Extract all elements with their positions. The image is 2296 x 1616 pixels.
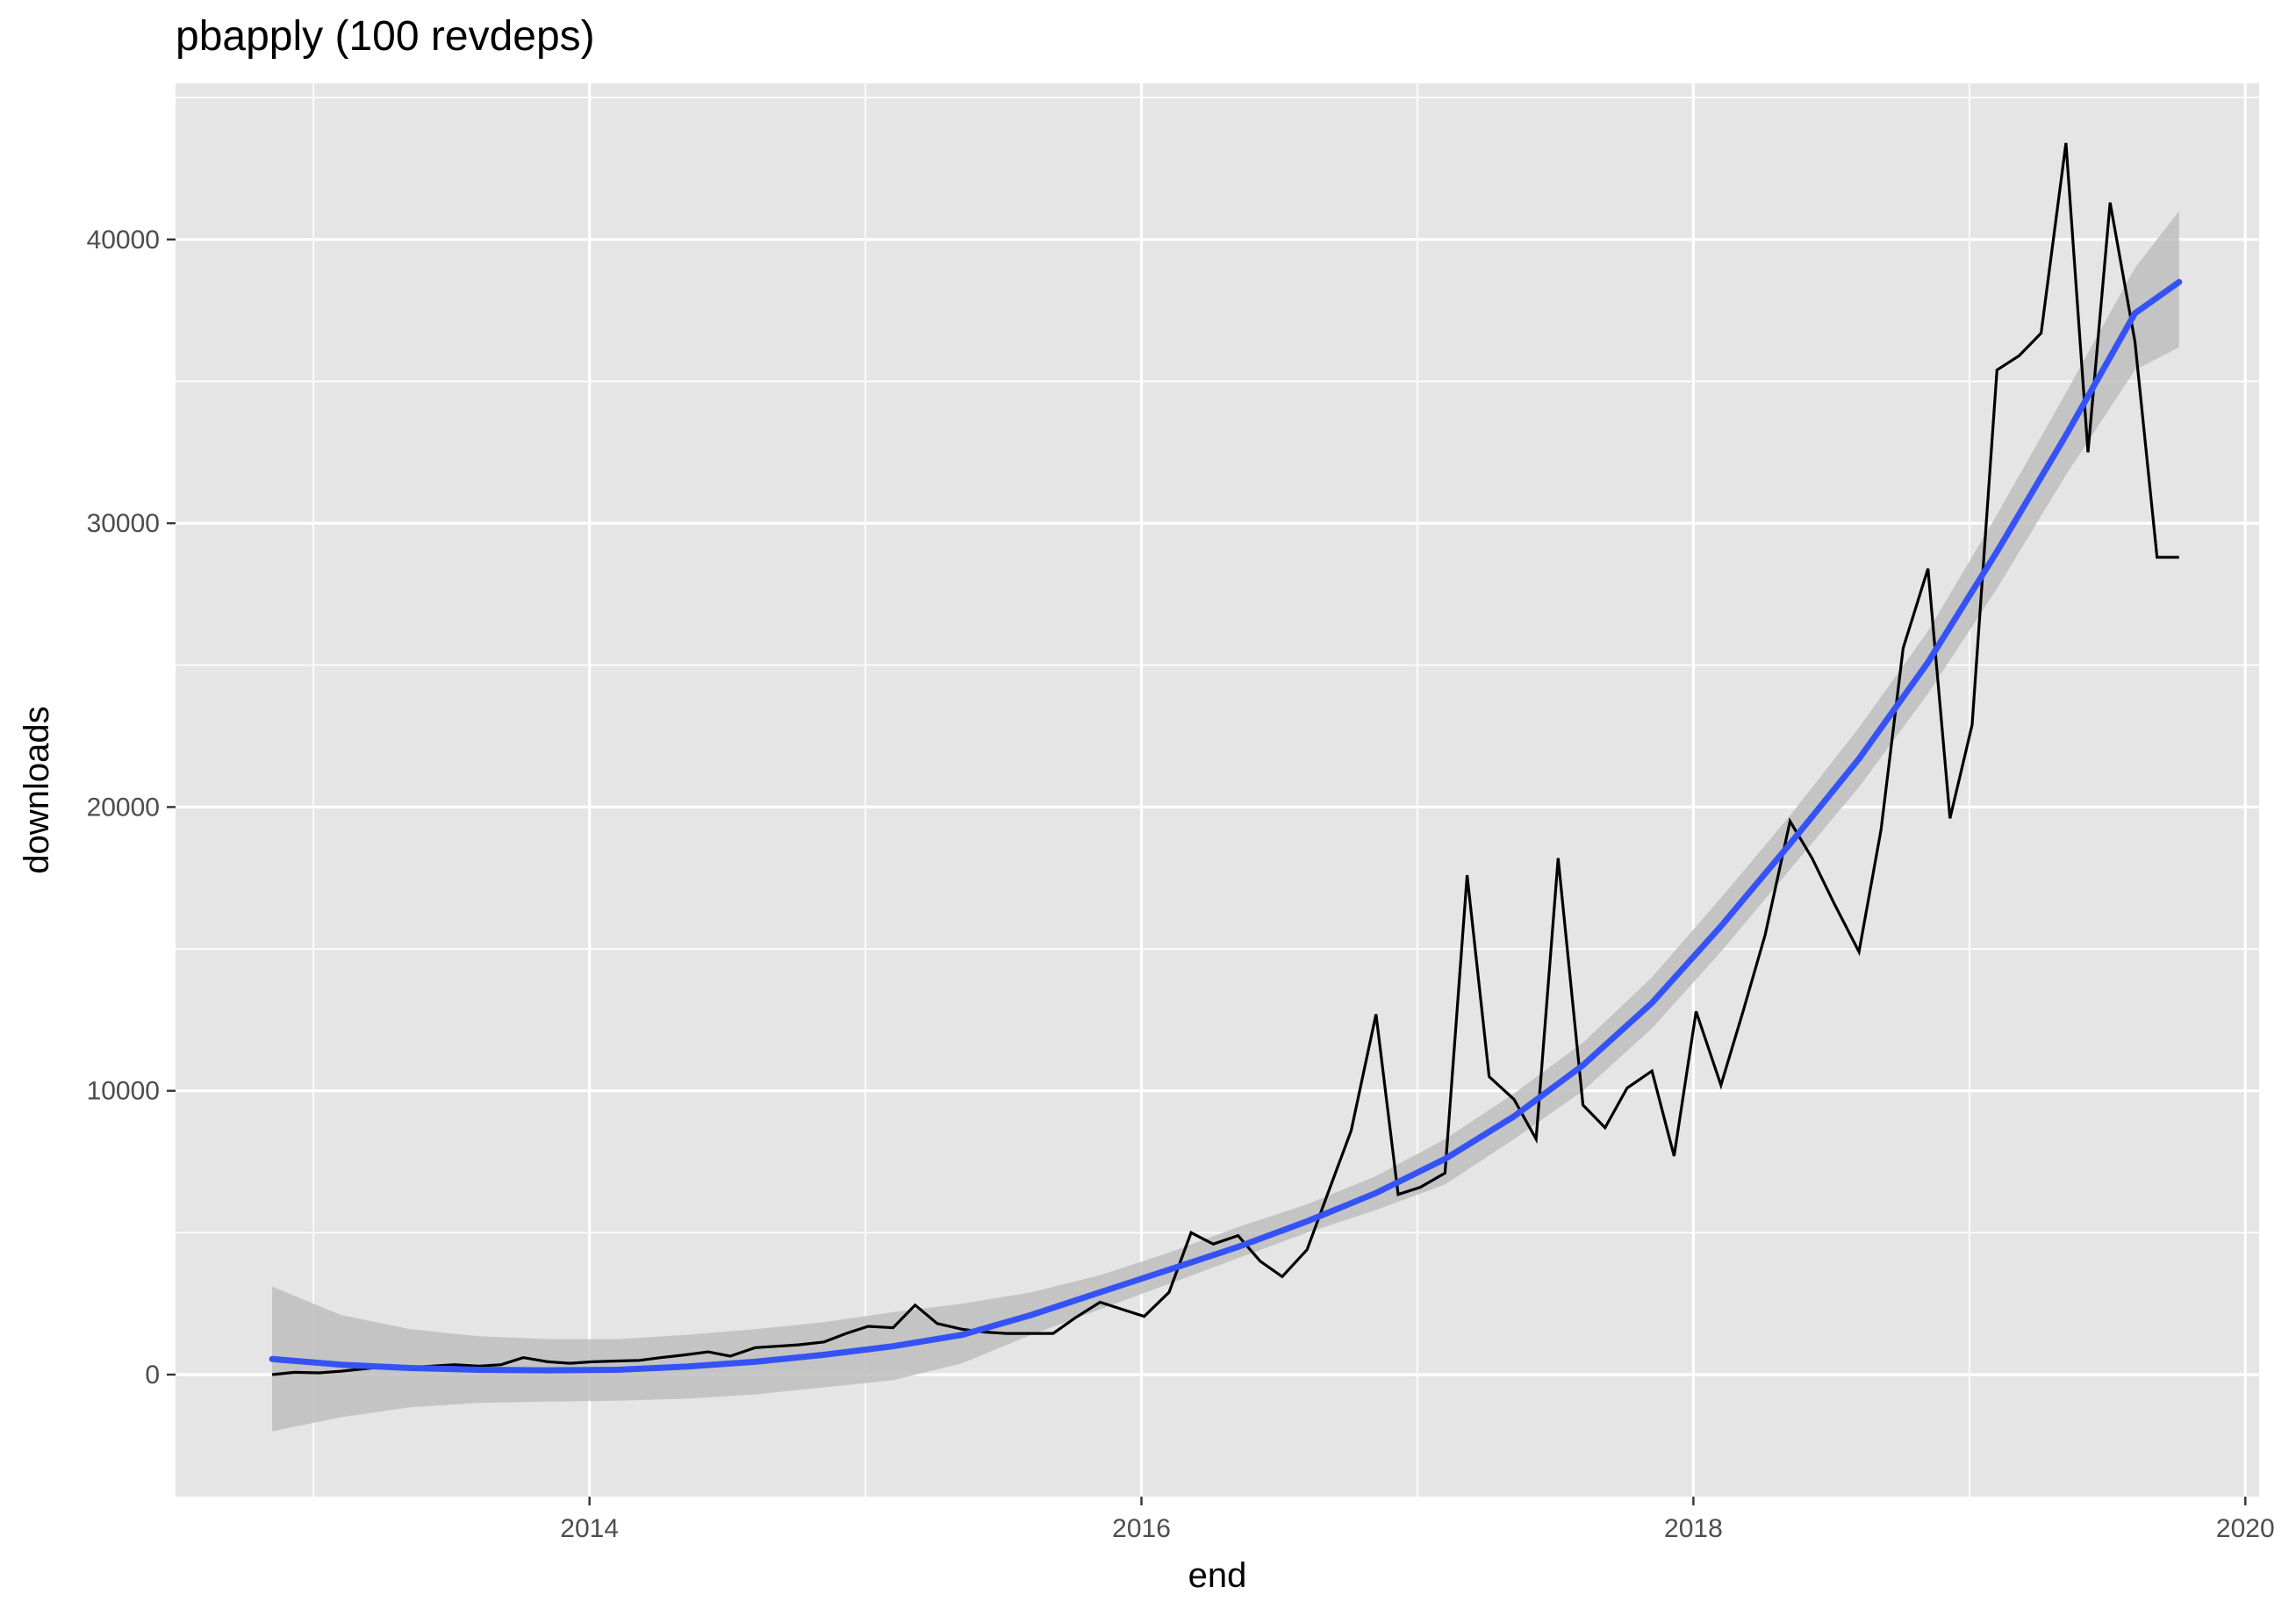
x-tick-label: 2020 (2216, 1514, 2275, 1543)
downloads-line (271, 142, 2179, 1376)
x-tick-label: 2014 (560, 1514, 619, 1543)
chart-title: pbapply (100 revdeps) (176, 13, 595, 60)
x-axis-title: end (1188, 1556, 1247, 1595)
x-tick-label: 2016 (1112, 1514, 1171, 1543)
y-axis-ticks: 0 10000 20000 30000 40000 (87, 226, 176, 1390)
y-tick-label: 40000 (87, 226, 160, 255)
x-axis-ticks: 2014 2016 2018 2020 (560, 1497, 2275, 1543)
x-tick-label: 2018 (1664, 1514, 1723, 1543)
smooth-trend-line (269, 278, 2183, 1374)
y-tick-label: 10000 (87, 1077, 160, 1106)
y-tick-label: 30000 (87, 509, 160, 538)
confidence-ribbon (272, 211, 2179, 1432)
y-tick-label: 20000 (87, 793, 160, 822)
y-tick-label: 0 (145, 1361, 160, 1390)
y-axis-title: downloads (18, 706, 56, 873)
